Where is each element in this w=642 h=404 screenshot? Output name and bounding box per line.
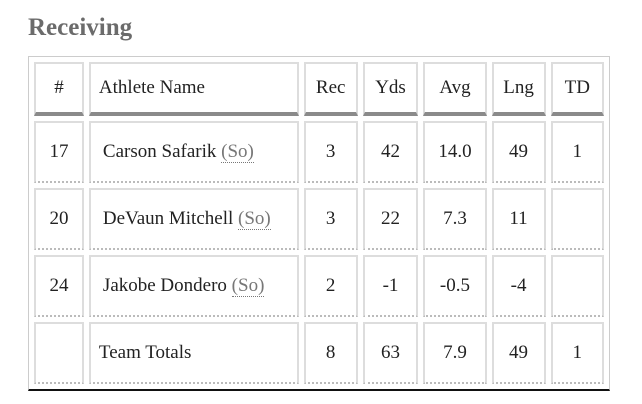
- num-cell: [34, 322, 84, 384]
- num-cell: 20: [34, 188, 84, 250]
- table-row: 17 Carson Safarik (So) 3 42 14.0 49 1: [34, 121, 604, 183]
- athlete-cell: Jakobe Dondero (So): [88, 255, 299, 317]
- avg-cell: 14.0: [423, 121, 487, 183]
- rec-cell: 3: [303, 188, 358, 250]
- column-header: Rec: [303, 62, 358, 116]
- yds-cell: 42: [362, 121, 419, 183]
- num-cell: 17: [34, 121, 84, 183]
- rec-cell: 8: [303, 322, 358, 384]
- athlete-year[interactable]: (So): [221, 141, 254, 163]
- athlete-year[interactable]: (So): [238, 208, 271, 230]
- athlete-cell: Carson Safarik (So): [88, 121, 299, 183]
- avg-cell: 7.9: [423, 322, 487, 384]
- table-row: 24 Jakobe Dondero (So) 2 -1 -0.5 -4: [34, 255, 604, 317]
- column-header: Lng: [491, 62, 546, 116]
- avg-cell: -0.5: [423, 255, 487, 317]
- lng-cell: 49: [491, 322, 546, 384]
- lng-cell: 49: [491, 121, 546, 183]
- athlete-name: Team Totals: [98, 342, 192, 363]
- section-heading: Receiving: [28, 14, 133, 41]
- td-cell: 1: [550, 121, 604, 183]
- td-cell: [550, 255, 604, 317]
- athlete-name: Carson Safarik: [102, 141, 217, 162]
- column-header: Athlete Name: [88, 62, 299, 116]
- athlete-name: Jakobe Dondero: [102, 275, 227, 296]
- num-cell: 24: [34, 255, 84, 317]
- yds-cell: 22: [362, 188, 419, 250]
- receiving-table: # Athlete Name Rec Yds Avg Lng TD 17 Carson Saf…: [28, 56, 610, 391]
- athlete-year[interactable]: (So): [231, 275, 265, 297]
- yds-cell: 63: [362, 322, 419, 384]
- column-header: #: [34, 62, 84, 116]
- lng-cell: 11: [491, 188, 546, 250]
- yds-cell: -1: [362, 255, 419, 317]
- td-cell: 1: [550, 322, 604, 384]
- table-body: 17 Carson Safarik (So) 3 42 14.0 49 1 20 DeVaun …: [34, 121, 604, 384]
- lng-cell: -4: [491, 255, 546, 317]
- column-header: Yds: [362, 62, 419, 116]
- table-row: 20 DeVaun Mitchell (So) 3 22 7.3 11: [34, 188, 604, 250]
- athlete-name: DeVaun Mitchell: [102, 208, 234, 229]
- athlete-cell: Team Totals: [88, 322, 299, 384]
- rec-cell: 2: [303, 255, 358, 317]
- table-row: Team Totals 8 63 7.9 49 1: [34, 322, 604, 384]
- avg-cell: 7.3: [423, 188, 487, 250]
- column-header: TD: [550, 62, 604, 116]
- column-header: Avg: [423, 62, 487, 116]
- header-row: # Athlete Name Rec Yds Avg Lng TD: [34, 62, 604, 116]
- rec-cell: 3: [303, 121, 358, 183]
- td-cell: [550, 188, 604, 250]
- athlete-cell: DeVaun Mitchell (So): [88, 188, 299, 250]
